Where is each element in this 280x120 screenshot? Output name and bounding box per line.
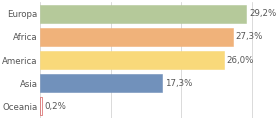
Bar — [40, 28, 233, 46]
Bar — [40, 5, 246, 23]
Bar — [40, 51, 224, 69]
Text: 29,2%: 29,2% — [249, 9, 276, 18]
Text: 27,3%: 27,3% — [236, 32, 263, 41]
Bar — [40, 74, 162, 92]
Text: 17,3%: 17,3% — [165, 79, 193, 88]
Text: 0,2%: 0,2% — [45, 102, 66, 111]
Text: 26,0%: 26,0% — [227, 55, 254, 65]
Bar — [40, 97, 42, 115]
